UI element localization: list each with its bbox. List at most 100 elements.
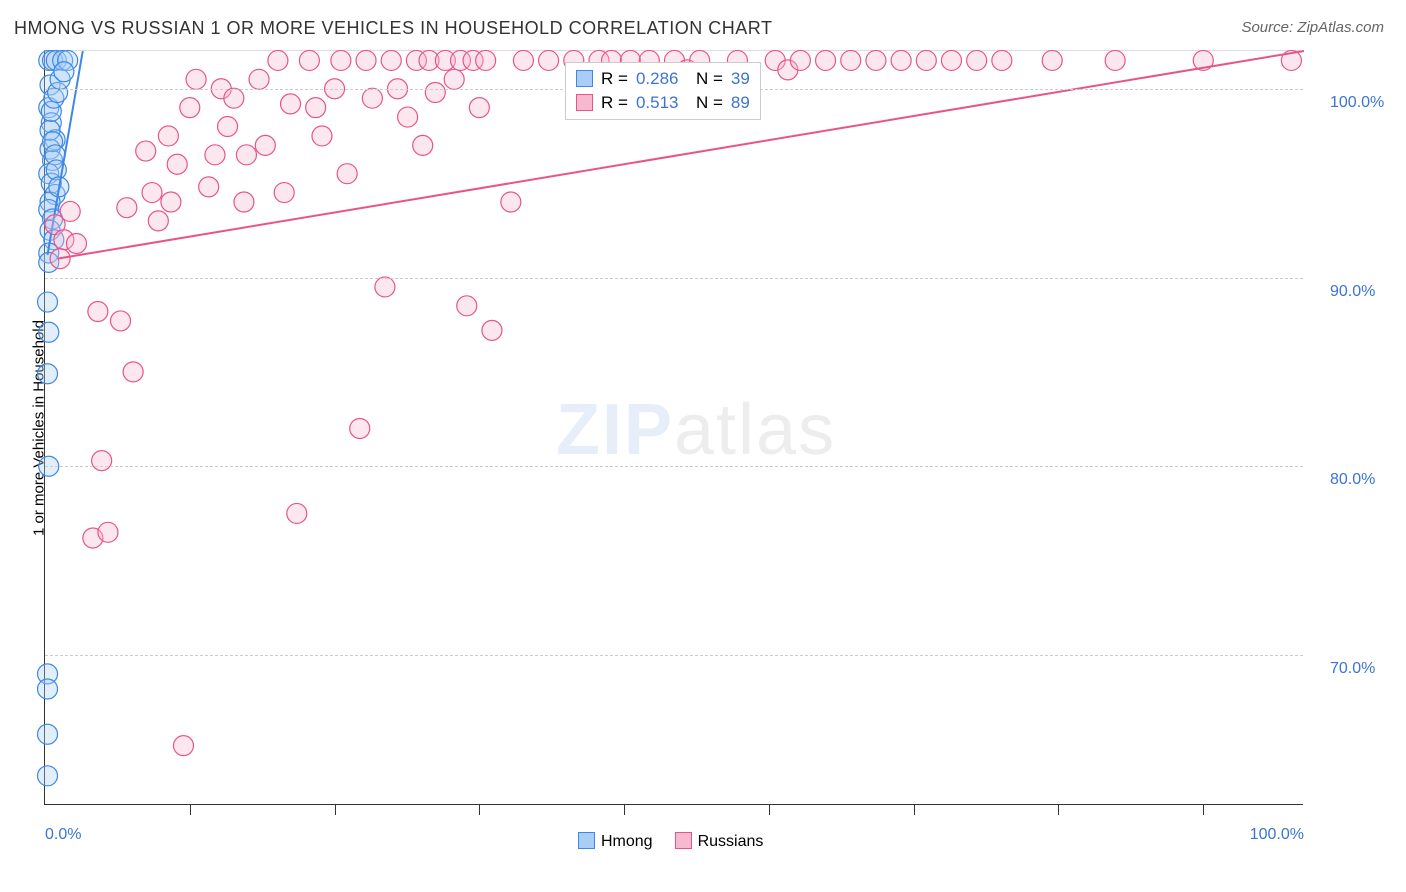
- x-tick-mark: [1058, 805, 1059, 815]
- data-point: [287, 503, 307, 523]
- data-point: [312, 126, 332, 146]
- data-point: [60, 201, 80, 221]
- legend-r-value-0: 0.286: [636, 67, 688, 91]
- scatter-svg: [45, 51, 1303, 804]
- data-point: [539, 50, 559, 70]
- x-tick-label: 100.0%: [1250, 826, 1304, 844]
- correlation-legend: R = 0.286 N = 39 R = 0.513 N = 89: [565, 62, 761, 120]
- data-point: [513, 50, 533, 70]
- data-point: [255, 135, 275, 155]
- data-point: [161, 192, 181, 212]
- x-tick-label: 0.0%: [45, 826, 81, 844]
- legend-n-label: N =: [696, 91, 723, 115]
- series-legend: Hmong Russians: [578, 832, 763, 851]
- data-point: [444, 69, 464, 89]
- data-point: [1042, 50, 1062, 70]
- data-point: [123, 362, 143, 382]
- data-point: [167, 154, 187, 174]
- y-tick-label: 100.0%: [1330, 94, 1384, 112]
- data-point: [501, 192, 521, 212]
- data-point: [891, 50, 911, 70]
- data-point: [39, 322, 59, 342]
- legend-item-0: Hmong: [578, 832, 653, 851]
- x-tick-mark: [479, 805, 480, 815]
- grid-line: [45, 655, 1303, 656]
- data-point: [337, 164, 357, 184]
- data-point: [413, 135, 433, 155]
- data-point: [274, 183, 294, 203]
- data-point: [158, 126, 178, 146]
- legend-n-value-1: 89: [731, 91, 750, 115]
- data-point: [98, 522, 118, 542]
- data-point: [148, 211, 168, 231]
- data-point: [38, 766, 58, 786]
- data-point: [281, 94, 301, 114]
- data-point: [249, 69, 269, 89]
- legend-row-0: R = 0.286 N = 39: [576, 67, 750, 91]
- data-point: [38, 292, 58, 312]
- grid-line: [45, 466, 1303, 467]
- data-point: [54, 62, 74, 82]
- legend-r-label: R =: [601, 91, 628, 115]
- data-point: [381, 50, 401, 70]
- legend-item-1: Russians: [675, 832, 764, 851]
- legend-r-value-1: 0.513: [636, 91, 688, 115]
- data-point: [38, 679, 58, 699]
- data-point: [469, 98, 489, 118]
- chart-title: HMONG VS RUSSIAN 1 OR MORE VEHICLES IN H…: [14, 18, 772, 39]
- legend-swatch-bottom-1: [675, 832, 692, 849]
- data-point: [375, 277, 395, 297]
- legend-row-1: R = 0.513 N = 89: [576, 91, 750, 115]
- data-point: [916, 50, 936, 70]
- data-point: [88, 301, 108, 321]
- data-point: [236, 145, 256, 165]
- data-point: [199, 177, 219, 197]
- data-point: [992, 50, 1012, 70]
- data-point: [306, 98, 326, 118]
- data-point: [66, 234, 86, 254]
- data-point: [268, 50, 288, 70]
- data-point: [967, 50, 987, 70]
- data-point: [180, 98, 200, 118]
- grid-line: [45, 278, 1303, 279]
- data-point: [841, 50, 861, 70]
- data-point: [476, 50, 496, 70]
- x-tick-mark: [335, 805, 336, 815]
- data-point: [941, 50, 961, 70]
- data-point: [186, 69, 206, 89]
- data-point: [398, 107, 418, 127]
- x-tick-mark: [624, 805, 625, 815]
- legend-n-label: N =: [696, 67, 723, 91]
- data-point: [38, 724, 58, 744]
- plot-area: 1 or more Vehicles in Household ZIPatlas…: [44, 50, 1303, 805]
- x-tick-mark: [190, 805, 191, 815]
- data-point: [224, 88, 244, 108]
- data-point: [136, 141, 156, 161]
- data-point: [299, 50, 319, 70]
- data-point: [218, 117, 238, 137]
- legend-swatch-1: [576, 94, 593, 111]
- legend-label-1: Russians: [698, 833, 764, 850]
- data-point: [457, 296, 477, 316]
- data-point: [92, 451, 112, 471]
- data-point: [205, 145, 225, 165]
- data-point: [356, 50, 376, 70]
- data-point: [331, 50, 351, 70]
- data-point: [362, 88, 382, 108]
- source-attribution: Source: ZipAtlas.com: [1241, 19, 1384, 36]
- x-tick-mark: [914, 805, 915, 815]
- legend-label-0: Hmong: [601, 833, 653, 850]
- legend-r-label: R =: [601, 67, 628, 91]
- data-point: [425, 83, 445, 103]
- data-point: [111, 311, 131, 331]
- x-tick-mark: [769, 805, 770, 815]
- data-point: [1105, 50, 1125, 70]
- y-tick-label: 80.0%: [1330, 471, 1375, 489]
- y-tick-label: 90.0%: [1330, 283, 1375, 301]
- y-tick-label: 70.0%: [1330, 660, 1375, 678]
- data-point: [866, 50, 886, 70]
- data-point: [142, 183, 162, 203]
- data-point: [790, 50, 810, 70]
- data-point: [38, 364, 58, 384]
- legend-n-value-0: 39: [731, 67, 750, 91]
